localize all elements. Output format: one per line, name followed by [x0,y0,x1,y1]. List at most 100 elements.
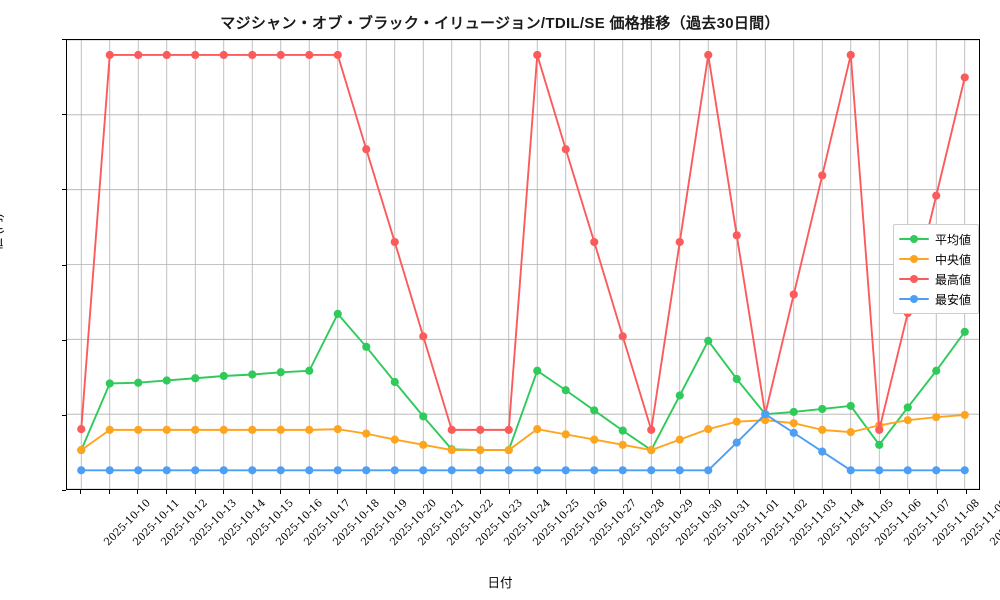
legend-swatch-icon [899,253,929,265]
legend-label: 最安値 [935,292,972,307]
data-point [704,425,713,434]
y-axis-label: 値 (円) [0,213,5,251]
data-point [704,50,713,60]
gridlines [67,40,979,489]
x-tick-mark [565,490,567,494]
x-tick-mark [280,490,282,494]
data-point [533,50,542,60]
data-point [77,425,86,434]
data-point [390,377,399,387]
data-point [932,466,941,475]
data-point [846,401,855,411]
data-point [419,440,428,449]
data-point [561,145,570,154]
y-tick-mark [62,490,66,491]
data-point [846,428,855,437]
data-point [561,386,570,395]
data-point [675,435,684,444]
data-point [333,425,342,434]
data-point [875,425,884,434]
series-1 [77,410,969,455]
x-tick-mark [137,490,139,494]
data-point [789,407,798,417]
data-point [618,466,627,475]
x-axis-label: 日付 [487,576,513,590]
data-point [818,404,827,414]
data-point [333,309,342,318]
data-point [789,290,798,299]
data-point [447,466,456,475]
data-point [732,417,741,426]
data-point [590,466,599,475]
data-point [789,419,798,428]
legend-item-2[interactable]: 最高値 [899,270,971,288]
data-point [960,327,969,336]
legend[interactable]: 平均値中央値最高値最安値 [893,224,980,314]
x-tick-mark [223,490,225,494]
x-tick-mark [708,490,710,494]
x-tick-mark [165,490,167,494]
data-point [419,332,428,341]
data-point [333,50,342,60]
data-point [732,374,741,384]
data-point [504,446,513,455]
data-point [390,435,399,444]
data-point [846,50,855,60]
data-point [761,416,770,425]
data-point [362,145,371,154]
legend-item-0[interactable]: 平均値 [899,230,971,248]
legend-label: 平均値 [935,232,972,247]
x-tick-mark [451,490,453,494]
data-point [162,466,171,475]
legend-item-1[interactable]: 中央値 [899,250,971,268]
data-point [732,231,741,240]
data-point [276,368,285,377]
data-point [248,50,257,60]
data-point [362,429,371,438]
data-point [903,403,912,412]
data-point [134,466,143,475]
x-tick-mark [765,490,767,494]
x-tick-mark [822,490,824,494]
data-point [960,466,969,475]
data-point [903,416,912,425]
x-tick-mark [537,490,539,494]
data-point [533,366,542,375]
data-point [77,446,86,455]
data-point [105,466,114,475]
data-point [732,438,741,447]
y-tick-mark [62,114,66,116]
y-tick-mark [62,39,66,40]
data-point [476,446,485,455]
y-tick-mark [62,189,66,191]
data-point [305,50,314,60]
data-point [134,50,143,60]
legend-swatch-icon [899,293,929,305]
legend-label: 中央値 [935,252,972,267]
x-tick-mark [251,490,253,494]
data-point [504,466,513,475]
data-point [675,237,684,247]
data-point [362,466,371,475]
data-point [789,428,798,437]
data-point [390,466,399,475]
data-point [476,466,485,475]
data-point [561,466,570,475]
data-point [590,406,599,415]
data-point [219,466,228,475]
data-point [447,425,456,434]
data-point [647,446,656,455]
data-point [818,171,827,180]
data-point [504,425,513,434]
legend-swatch-icon [899,233,929,245]
data-point [590,435,599,444]
data-point [333,466,342,475]
legend-item-3[interactable]: 最安値 [899,290,971,308]
data-point [219,371,228,381]
x-tick-mark [622,490,624,494]
data-point [134,378,143,387]
data-point [960,410,969,419]
x-tick-mark [937,490,939,494]
data-point [305,466,314,475]
